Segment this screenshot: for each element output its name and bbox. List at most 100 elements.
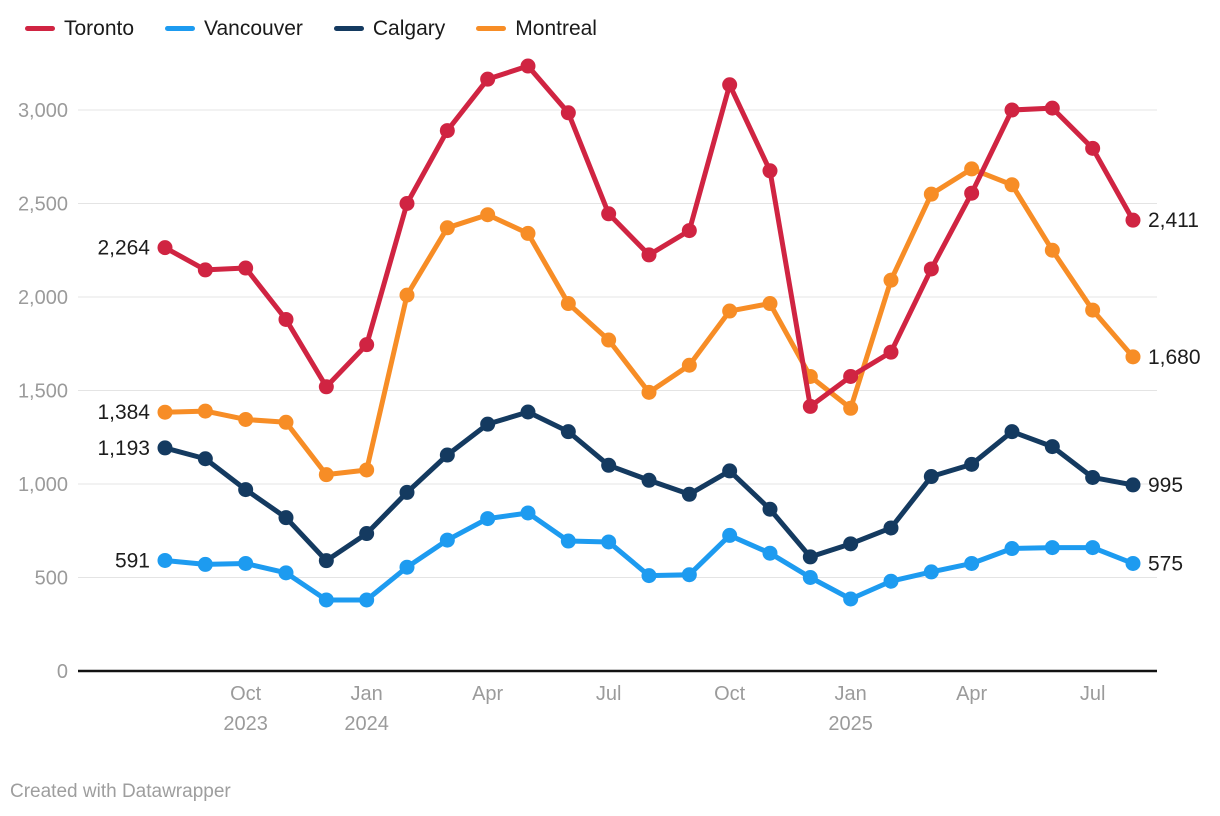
data-point-calgary[interactable] — [641, 472, 657, 488]
data-point-montreal[interactable] — [1004, 177, 1020, 193]
data-point-calgary[interactable] — [1125, 477, 1141, 493]
data-point-toronto[interactable] — [318, 379, 334, 395]
data-point-vancouver[interactable] — [359, 592, 375, 608]
data-point-toronto[interactable] — [238, 260, 254, 276]
data-point-vancouver[interactable] — [1085, 540, 1101, 556]
data-point-calgary[interactable] — [399, 484, 415, 500]
data-point-montreal[interactable] — [641, 384, 657, 400]
data-point-montreal[interactable] — [923, 186, 939, 202]
data-point-montreal[interactable] — [520, 225, 536, 241]
data-point-vancouver[interactable] — [318, 592, 334, 608]
data-point-calgary[interactable] — [923, 469, 939, 485]
data-point-calgary[interactable] — [278, 510, 294, 526]
data-point-montreal[interactable] — [1085, 302, 1101, 318]
data-point-vancouver[interactable] — [560, 533, 576, 549]
data-point-toronto[interactable] — [802, 398, 818, 414]
data-point-vancouver[interactable] — [238, 555, 254, 571]
data-point-calgary[interactable] — [1085, 469, 1101, 485]
data-point-toronto[interactable] — [1044, 100, 1060, 116]
data-point-calgary[interactable] — [722, 463, 738, 479]
data-point-montreal[interactable] — [318, 467, 334, 483]
data-point-montreal[interactable] — [681, 357, 697, 373]
data-point-vancouver[interactable] — [601, 534, 617, 550]
data-point-vancouver[interactable] — [399, 559, 415, 575]
data-point-vancouver[interactable] — [964, 555, 980, 571]
data-point-toronto[interactable] — [520, 58, 536, 74]
data-point-montreal[interactable] — [964, 161, 980, 177]
data-point-toronto[interactable] — [923, 261, 939, 277]
data-point-calgary[interactable] — [762, 501, 778, 517]
data-point-montreal[interactable] — [157, 404, 173, 420]
data-point-calgary[interactable] — [157, 440, 173, 456]
data-point-montreal[interactable] — [480, 207, 496, 223]
data-point-calgary[interactable] — [318, 553, 334, 569]
data-point-vancouver[interactable] — [278, 565, 294, 581]
data-point-calgary[interactable] — [1004, 424, 1020, 440]
data-point-vancouver[interactable] — [762, 545, 778, 561]
data-point-toronto[interactable] — [843, 368, 859, 384]
data-point-montreal[interactable] — [359, 462, 375, 478]
data-point-calgary[interactable] — [560, 424, 576, 440]
data-point-calgary[interactable] — [238, 482, 254, 498]
data-point-toronto[interactable] — [964, 185, 980, 201]
data-point-vancouver[interactable] — [1004, 541, 1020, 557]
data-point-vancouver[interactable] — [157, 552, 173, 568]
data-point-toronto[interactable] — [641, 247, 657, 263]
data-point-calgary[interactable] — [520, 404, 536, 420]
data-point-vancouver[interactable] — [480, 511, 496, 527]
data-point-toronto[interactable] — [157, 240, 173, 256]
data-point-calgary[interactable] — [601, 457, 617, 473]
data-point-calgary[interactable] — [1044, 439, 1060, 455]
data-point-calgary[interactable] — [480, 416, 496, 432]
data-point-montreal[interactable] — [238, 411, 254, 427]
data-point-montreal[interactable] — [1044, 242, 1060, 258]
data-point-montreal[interactable] — [560, 296, 576, 312]
data-point-toronto[interactable] — [1125, 212, 1141, 228]
data-point-toronto[interactable] — [883, 344, 899, 360]
data-point-montreal[interactable] — [197, 403, 213, 419]
data-point-montreal[interactable] — [843, 400, 859, 416]
data-point-toronto[interactable] — [681, 223, 697, 239]
data-point-vancouver[interactable] — [197, 556, 213, 572]
data-point-calgary[interactable] — [681, 486, 697, 502]
data-point-vancouver[interactable] — [923, 564, 939, 580]
data-point-calgary[interactable] — [802, 549, 818, 565]
data-point-montreal[interactable] — [399, 287, 415, 303]
data-point-vancouver[interactable] — [722, 527, 738, 543]
data-point-calgary[interactable] — [439, 447, 455, 463]
data-point-toronto[interactable] — [359, 337, 375, 353]
data-point-toronto[interactable] — [1004, 102, 1020, 118]
data-point-toronto[interactable] — [278, 311, 294, 327]
data-point-montreal[interactable] — [1125, 349, 1141, 365]
data-point-vancouver[interactable] — [843, 591, 859, 607]
data-point-vancouver[interactable] — [883, 573, 899, 589]
data-point-montreal[interactable] — [883, 272, 899, 288]
data-point-toronto[interactable] — [399, 196, 415, 211]
data-point-toronto[interactable] — [197, 262, 213, 278]
data-point-vancouver[interactable] — [641, 568, 657, 584]
data-point-toronto[interactable] — [601, 206, 617, 222]
data-point-toronto[interactable] — [439, 123, 455, 139]
data-point-toronto[interactable] — [762, 163, 778, 179]
data-point-vancouver[interactable] — [1044, 540, 1060, 556]
data-point-montreal[interactable] — [278, 414, 294, 430]
data-point-vancouver[interactable] — [1125, 555, 1141, 571]
data-point-montreal[interactable] — [762, 296, 778, 312]
data-point-vancouver[interactable] — [681, 567, 697, 583]
data-point-toronto[interactable] — [722, 77, 738, 93]
data-point-montreal[interactable] — [722, 303, 738, 319]
data-point-calgary[interactable] — [843, 536, 859, 552]
data-point-vancouver[interactable] — [802, 570, 818, 585]
data-point-vancouver[interactable] — [520, 505, 536, 521]
data-point-calgary[interactable] — [964, 456, 980, 472]
data-point-calgary[interactable] — [883, 520, 899, 536]
data-point-toronto[interactable] — [1085, 140, 1101, 156]
data-point-calgary[interactable] — [359, 526, 375, 542]
footer-credit: Created with Datawrapper — [10, 781, 231, 802]
data-point-calgary[interactable] — [197, 451, 213, 467]
data-point-toronto[interactable] — [560, 105, 576, 121]
data-point-toronto[interactable] — [480, 71, 496, 87]
data-point-montreal[interactable] — [601, 332, 617, 348]
data-point-montreal[interactable] — [439, 220, 455, 236]
data-point-vancouver[interactable] — [439, 532, 455, 548]
